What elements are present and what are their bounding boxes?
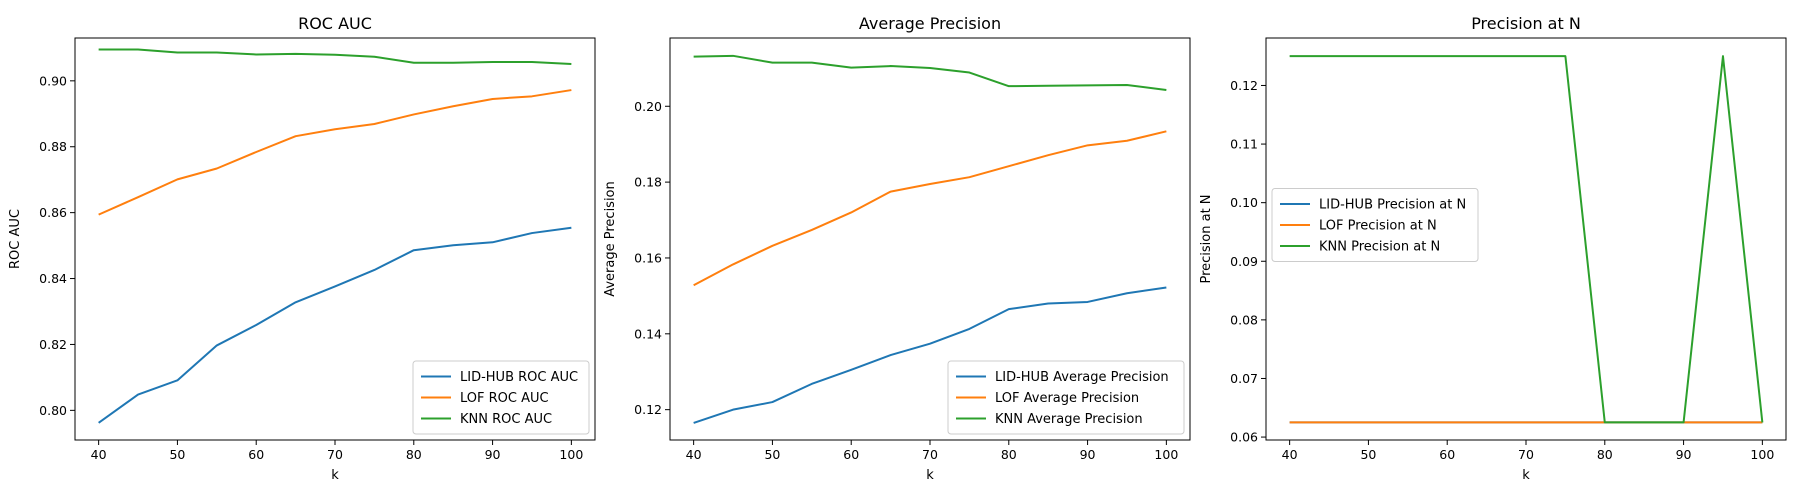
legend-label: LID-HUB Average Precision: [995, 370, 1169, 385]
y-tick-label: 0.11: [1230, 137, 1258, 152]
x-tick-label: 80: [406, 447, 422, 462]
x-tick-label: 90: [1676, 447, 1692, 462]
y-tick-label: 0.90: [39, 73, 67, 88]
legend: LID-HUB Average Precision LOF Average Pre…: [947, 360, 1185, 435]
y-tick-label: 0.07: [1230, 371, 1258, 386]
chart-title: Precision at N: [1471, 14, 1581, 33]
series-line-3: [98, 48, 572, 66]
legend-label: LOF Average Precision: [995, 391, 1139, 406]
x-tick-label: 50: [764, 447, 780, 462]
y-tick-label: 0.18: [634, 175, 662, 190]
legend-label: LID-HUB Precision at N: [1319, 198, 1466, 213]
x-tick-label: 40: [686, 447, 702, 462]
y-tick-label: 0.08: [1230, 312, 1258, 327]
x-tick-label: 40: [1282, 447, 1298, 462]
x-axis-label: k: [331, 468, 339, 483]
x-tick-label: 60: [843, 447, 859, 462]
y-tick-label: 0.12: [1230, 78, 1258, 93]
chart-panel-2: Average Precision 40 50 60 70 80 90 100 0.12 0.14…: [603, 14, 1191, 483]
legend-box: [947, 360, 1185, 435]
y-tick-label: 0.82: [39, 337, 67, 352]
legend-label: KNN Precision at N: [1319, 240, 1440, 255]
chart-panel-3: Precision at N 40 50 60 70 80 90 100 0.06 0.07 0.0…: [1199, 14, 1787, 483]
series-line-3: [693, 54, 1167, 91]
x-axis-label: k: [1522, 468, 1530, 483]
y-axis-label: Precision at N: [1199, 194, 1214, 283]
series-line-1: [693, 286, 1167, 424]
y-tick-label: 0.12: [634, 402, 662, 417]
y-tick-label: 0.84: [39, 271, 67, 286]
x-tick-label: 60: [1439, 447, 1455, 462]
series-line-2: [98, 89, 572, 216]
x-tick-label: 50: [169, 447, 185, 462]
legend: LID-HUB Precision at N LOF Precision at N…: [1271, 188, 1479, 262]
x-tick-label: 100: [1750, 447, 1774, 462]
chart-title: ROC AUC: [298, 14, 372, 33]
series-line-3: [1289, 55, 1764, 424]
y-tick-label: 0.20: [634, 99, 662, 114]
x-axis-label: k: [926, 468, 934, 483]
legend: LID-HUB ROC AUC LOF ROC AUC KNN ROC AUC: [412, 360, 590, 435]
legend-box: [412, 360, 590, 435]
y-tick-label: 0.09: [1230, 254, 1258, 269]
y-tick-label: 0.06: [1230, 430, 1258, 445]
y-axis-label: Average Precision: [603, 181, 618, 297]
chart-panel-1: ROC AUC 40 50 60 70 80 90 100 0.80 0.82 0.84 0.86 0.…: [8, 14, 596, 483]
legend-label: LOF ROC AUC: [460, 391, 549, 406]
legend-label: KNN ROC AUC: [460, 412, 552, 427]
legend-box: [1271, 188, 1479, 262]
legend-label: LID-HUB ROC AUC: [460, 370, 578, 385]
legend-label: LOF Precision at N: [1319, 219, 1437, 234]
y-axis-label: ROC AUC: [8, 209, 23, 269]
y-tick-label: 0.16: [634, 250, 662, 265]
y-tick-label: 0.80: [39, 403, 67, 418]
series-line-2: [693, 130, 1167, 287]
chart-title: Average Precision: [859, 14, 1001, 33]
series-line-1: [98, 226, 572, 424]
x-tick-label: 50: [1360, 447, 1376, 462]
x-tick-label: 70: [327, 447, 343, 462]
x-tick-label: 80: [1597, 447, 1613, 462]
x-tick-label: 100: [1154, 447, 1178, 462]
x-tick-label: 70: [922, 447, 938, 462]
x-tick-label: 70: [1518, 447, 1534, 462]
y-tick-label: 0.88: [39, 139, 67, 154]
x-tick-label: 40: [91, 447, 107, 462]
x-tick-label: 100: [559, 447, 583, 462]
x-tick-label: 90: [485, 447, 501, 462]
x-tick-label: 90: [1080, 447, 1096, 462]
legend-label: KNN Average Precision: [995, 412, 1143, 427]
x-tick-label: 60: [248, 447, 264, 462]
y-tick-label: 0.14: [634, 326, 662, 341]
x-tick-label: 80: [1001, 447, 1017, 462]
y-tick-label: 0.10: [1230, 195, 1258, 210]
y-tick-label: 0.86: [39, 205, 67, 220]
